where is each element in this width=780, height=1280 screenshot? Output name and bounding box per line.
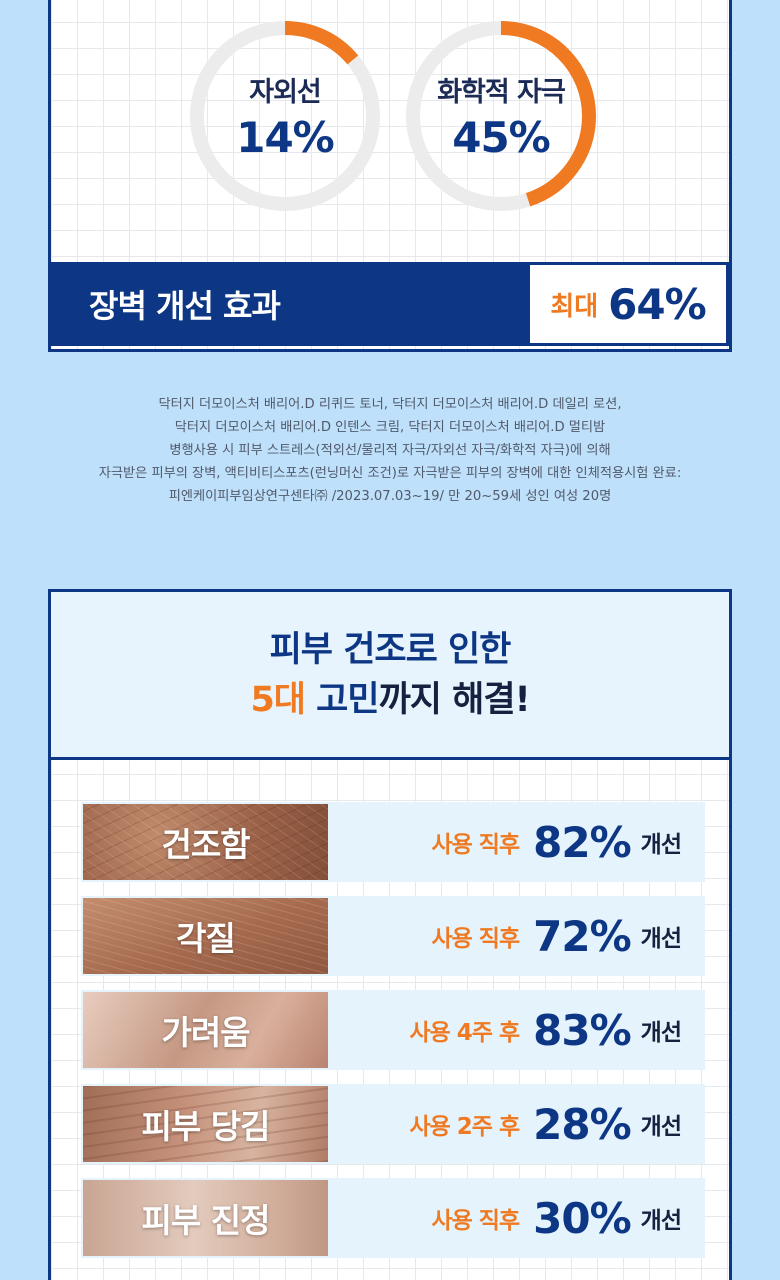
concern-name: 각질 (176, 919, 236, 958)
ring-label: 화학적 자극 (437, 77, 566, 108)
result-timing: 사용 직후 (431, 1208, 520, 1234)
skin-photo-soothing: 피부 진정 (83, 1180, 328, 1256)
concern-name: 피부 진정 (141, 1201, 271, 1240)
concern-name: 피부 당김 (141, 1107, 271, 1146)
concern-name: 가려움 (161, 1013, 250, 1052)
concern-result: 사용 직후 30% 개선 (328, 1194, 705, 1243)
result-value: 83% (533, 1005, 632, 1055)
chemical-ring-svg (406, 21, 596, 211)
result-value: 72% (533, 911, 632, 961)
result-timing: 사용 직후 (431, 926, 520, 952)
ring-progress-arc (406, 21, 596, 211)
concern-row: 건조함 사용 직후 82% 개선 (81, 802, 705, 882)
concern-row: 각질 사용 직후 72% 개선 (81, 896, 705, 976)
uv-ring-svg (190, 21, 380, 211)
stress-results-card: 자외선 14% 화학적 자극 45% 장벽 개선 효과 최대 64% (48, 0, 732, 352)
concern-row: 피부 진정 사용 직후 30% 개선 (81, 1178, 705, 1258)
heading-rest: 까지 해결! (378, 679, 531, 720)
concerns-heading: 피부 건조로 인한 5대 고민까지 해결! (51, 592, 729, 760)
barrier-value-box: 최대 64% (530, 265, 726, 343)
ring-content: 화학적 자극 45% (403, 18, 599, 214)
ring-progress-arc (190, 21, 380, 211)
skin-photo-tightness: 피부 당김 (83, 1086, 328, 1162)
footnote-line: 자극받은 피부의 장벽, 액티비티스포츠(런닝머신 조건)로 자극받은 피부의 … (98, 466, 682, 481)
concern-name: 건조함 (161, 825, 250, 864)
concern-result: 사용 2주 후 28% 개선 (328, 1100, 705, 1149)
result-suffix: 개선 (640, 1114, 682, 1140)
result-suffix: 개선 (640, 1208, 682, 1234)
result-timing: 사용 2주 후 (409, 1114, 520, 1140)
heading-highlight: 5대 (250, 679, 306, 720)
ring-content: 자외선 14% (187, 18, 383, 214)
concern-result: 사용 4주 후 83% 개선 (328, 1006, 705, 1055)
footnote-line: 닥터지 더모이스처 배리어.D 인텐스 크림, 닥터지 더모이스처 배리어.D … (174, 420, 606, 435)
result-suffix: 개선 (640, 832, 682, 858)
result-suffix: 개선 (640, 926, 682, 952)
barrier-label: 장벽 개선 효과 (89, 287, 281, 325)
concern-row: 가려움 사용 4주 후 83% 개선 (81, 990, 705, 1070)
result-value: 30% (533, 1193, 632, 1243)
result-timing: 사용 직후 (431, 832, 520, 858)
ring-value: 45% (452, 113, 551, 162)
skin-photo-flakes: 각질 (83, 898, 328, 974)
result-timing: 사용 4주 후 (409, 1020, 520, 1046)
result-value: 82% (533, 817, 632, 867)
skin-photo-dryness: 건조함 (83, 804, 328, 880)
heading-line-2: 5대 고민까지 해결! (250, 675, 531, 725)
ring-value: 14% (236, 113, 335, 162)
ring-label: 자외선 (249, 77, 322, 108)
footnote-line: 피엔케이피부임상연구센타㈜ /2023.07.03~19/ 만 20~59세 성… (168, 489, 612, 504)
uv-ring-chart: 자외선 14% (187, 18, 383, 214)
result-value: 28% (533, 1099, 632, 1149)
barrier-improvement-bar: 장벽 개선 효과 최대 64% (51, 262, 729, 346)
result-suffix: 개선 (640, 1020, 682, 1046)
concern-row: 피부 당김 사용 2주 후 28% 개선 (81, 1084, 705, 1164)
heading-line-1: 피부 건조로 인한 (269, 629, 512, 670)
footnote-line: 닥터지 더모이스처 배리어.D 리퀴드 토너, 닥터지 더모이스처 배리어.D … (158, 397, 622, 412)
test-footnote: 닥터지 더모이스처 배리어.D 리퀴드 토너, 닥터지 더모이스처 배리어.D … (40, 393, 740, 508)
barrier-prefix: 최대 (550, 291, 599, 322)
concern-rows: 건조함 사용 직후 82% 개선 각질 사용 직후 72% 개선 가려움 사 (81, 802, 705, 1272)
heading-mid: 고민 (305, 679, 379, 720)
footnote-line: 병행사용 시 피부 스트레스(적외선/물리적 자극/자외선 자극/화학적 자극)… (169, 443, 611, 458)
barrier-value: 64% (608, 279, 707, 329)
chemical-ring-chart: 화학적 자극 45% (403, 18, 599, 214)
concern-result: 사용 직후 72% 개선 (328, 912, 705, 961)
skin-photo-itching: 가려움 (83, 992, 328, 1068)
concern-result: 사용 직후 82% 개선 (328, 818, 705, 867)
concerns-card: 피부 건조로 인한 5대 고민까지 해결! 건조함 사용 직후 82% 개선 각… (48, 589, 732, 1280)
